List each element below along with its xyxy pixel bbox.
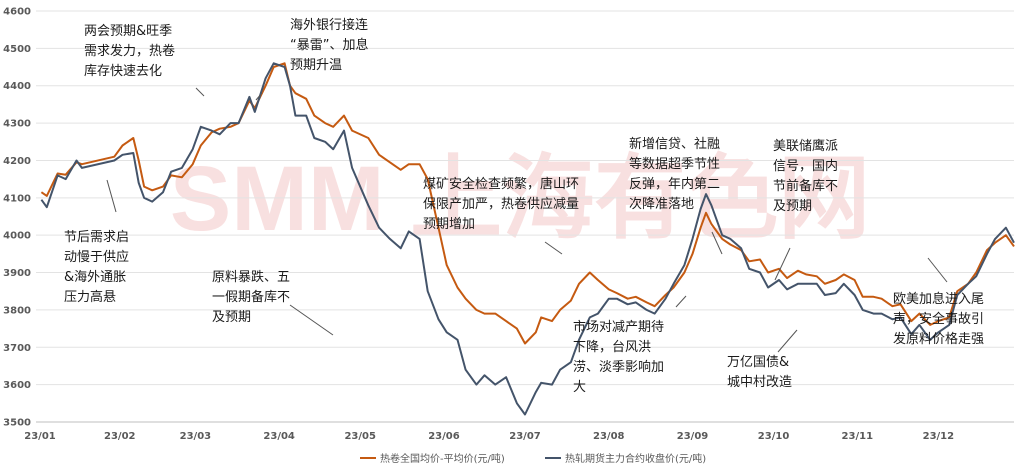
y-tick-label: 4400 <box>3 81 31 92</box>
annotation-line: 节后需求启 <box>64 230 129 245</box>
annotation-line: &海外通胀 <box>64 270 126 285</box>
annotation-pointers <box>106 87 948 353</box>
y-tick-label: 4200 <box>3 156 31 167</box>
x-tick-label: 23/08 <box>593 431 625 442</box>
annotation-line: 市场对减产期待 <box>573 319 664 335</box>
annotation-line: 需求发力，热卷 <box>84 43 175 59</box>
y-tick-label: 4300 <box>3 119 31 130</box>
annotation-line: 下降，台风洪 <box>573 340 651 355</box>
annotation-line: 及预期 <box>773 199 812 214</box>
x-axis-ticks: 23/01 23/02 23/03 23/04 23/05 23/06 23/07 23/08… <box>24 431 954 442</box>
annotation-line: 信号，国内 <box>773 158 838 174</box>
x-tick-label: 23/11 <box>842 431 874 442</box>
annotation-text: 原料暴跌、五一假期备库不及预期 <box>212 269 290 325</box>
y-tick-label: 3800 <box>3 305 31 316</box>
watermark: SMM 上海有色网 <box>170 148 870 250</box>
annotation-line: 及预期 <box>212 310 251 325</box>
y-tick-label: 3600 <box>3 380 31 391</box>
annotation-text: 煤矿安全检查频繁，唐山环保限产加严，热卷供应减量预期增加 <box>423 176 579 232</box>
y-axis-ticks: 3500 3600 3700 3800 3900 4000 4100 4200 4300 4400… <box>3 7 31 429</box>
annotation-line: 一假期备库不 <box>212 289 290 305</box>
annotation-pointer <box>675 295 687 308</box>
y-tick-label: 3900 <box>3 268 31 279</box>
annotation-line: 库存快速去化 <box>84 63 162 79</box>
x-tick-label: 23/05 <box>344 431 376 442</box>
annotation-pointer <box>711 231 723 255</box>
annotation-line: 海外银行接连 <box>290 17 368 33</box>
annotation-text: 两会预期&旺季需求发力，热卷库存快速去化 <box>84 24 175 79</box>
annotations: 两会预期&旺季需求发力，热卷库存快速去化 海外银行接连 “暴雷”、加息预期升温节后需… <box>64 17 984 395</box>
series-lines <box>40 62 1015 416</box>
legend-label: 热卷全国均价-平均价(元/吨) <box>380 452 505 465</box>
annotation-line: 城中村改造 <box>727 375 792 390</box>
annotation-line: 反弹，年内第二 <box>629 176 720 192</box>
annotation-line: 万亿国债& <box>727 355 789 370</box>
annotation-pointer <box>544 241 563 255</box>
x-tick-label: 23/01 <box>24 431 56 442</box>
annotation-line: 声，安全事故引 <box>893 311 984 327</box>
annotation-line: 节前备库不 <box>773 178 838 194</box>
x-tick-label: 23/09 <box>677 431 709 442</box>
annotation-pointer <box>927 257 948 283</box>
annotation-line: 美联储鹰派 <box>773 138 838 154</box>
y-tick-label: 4100 <box>3 193 31 204</box>
annotation-line: 压力高悬 <box>64 289 116 305</box>
annotation-text: 美联储鹰派信号，国内节前备库不及预期 <box>773 138 838 214</box>
x-tick-label: 23/03 <box>180 431 212 442</box>
legend-label: 热轧期货主力合约收盘价(元/吨) <box>565 452 706 465</box>
annotation-line: 发原料价格走强 <box>893 331 984 347</box>
annotation-pointer <box>255 92 263 101</box>
x-tick-label: 23/12 <box>923 431 955 442</box>
watermark-text: SMM 上海有色网 <box>170 148 870 250</box>
annotation-text: 海外银行接连 “暴雷”、加息预期升温 <box>290 17 368 73</box>
annotation-line: 原料暴跌、五 <box>212 269 290 285</box>
annotation-line: 次降准落地 <box>629 196 694 212</box>
annotation-text: 新增信贷、社融等数据超季节性反弹，年内第二次降准落地 <box>629 136 720 212</box>
annotation-line: 预期升温 <box>290 58 342 73</box>
annotation-pointer <box>106 179 117 213</box>
annotation-text: 万亿国债&城中村改造 <box>727 355 792 390</box>
annotation-pointer <box>195 87 205 97</box>
y-tick-label: 4000 <box>3 231 31 242</box>
x-tick-label: 23/06 <box>428 431 460 442</box>
x-tick-label: 23/07 <box>509 431 541 442</box>
legend: 热卷全国均价-平均价(元/吨) 热轧期货主力合约收盘价(元/吨) <box>360 452 706 465</box>
y-tick-label: 4600 <box>3 7 31 18</box>
annotation-line: 等数据超季节性 <box>629 156 720 172</box>
annotation-line: 涝、淡季影响加 <box>573 359 664 375</box>
x-tick-label: 23/10 <box>758 431 790 442</box>
annotation-text: 节后需求启动慢于供应&海外通胀压力高悬 <box>64 230 129 305</box>
annotation-line: 新增信贷、社融 <box>629 136 720 152</box>
annotation-pointer <box>289 304 334 336</box>
annotation-line: 预期增加 <box>423 217 475 232</box>
x-tick-label: 23/04 <box>263 431 295 442</box>
annotation-line: 欧美加息进入尾 <box>893 291 984 307</box>
x-tick-label: 23/02 <box>104 431 136 442</box>
annotation-text: 欧美加息进入尾声，安全事故引发原料价格走强 <box>893 291 984 347</box>
annotation-text: 市场对减产期待下降，台风洪涝、淡季影响加大 <box>573 319 664 395</box>
y-tick-label: 3700 <box>3 343 31 354</box>
annotation-line: 大 <box>573 380 586 395</box>
series-line-futures-price <box>40 62 1015 416</box>
annotation-pointer <box>777 329 798 353</box>
annotation-line: 两会预期&旺季 <box>84 24 172 39</box>
annotation-line: 动慢于供应 <box>64 249 129 265</box>
annotation-line: 保限产加严，热卷供应减量 <box>423 196 579 212</box>
annotation-line: “暴雷”、加息 <box>290 37 368 53</box>
annotation-line: 煤矿安全检查频繁，唐山环 <box>423 176 579 192</box>
y-tick-label: 3500 <box>3 418 31 429</box>
annotation-pointer <box>774 247 791 281</box>
y-tick-label: 4500 <box>3 44 31 55</box>
grid <box>36 10 1014 423</box>
